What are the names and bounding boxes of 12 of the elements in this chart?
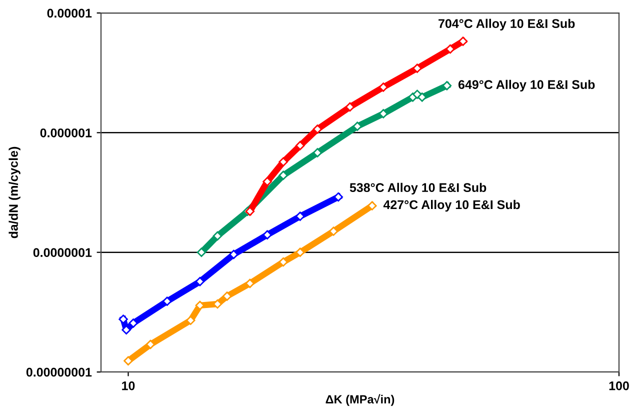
y-tick-label: 0.00000001 (26, 368, 92, 377)
x-axis-title: ΔK (MPa√in) (326, 394, 394, 406)
x-tick-label: 10 (122, 381, 135, 390)
series-label: 649°C Alloy 10 E&I Sub (458, 80, 595, 92)
y-axis-title: da/dN (m/cycle) (8, 146, 20, 238)
y-tick-label: 0.00001 (47, 8, 92, 18)
series-label: 427°C Alloy 10 E&I Sub (383, 200, 520, 212)
y-tick-label: 0.000001 (40, 128, 92, 138)
series-label: 538°C Alloy 10 E&I Sub (350, 182, 486, 194)
y-tick-label: 0.0000001 (33, 248, 92, 257)
series-label: 704°C Alloy 10 E&I Sub (438, 18, 575, 30)
x-tick-label: 100 (609, 381, 629, 390)
